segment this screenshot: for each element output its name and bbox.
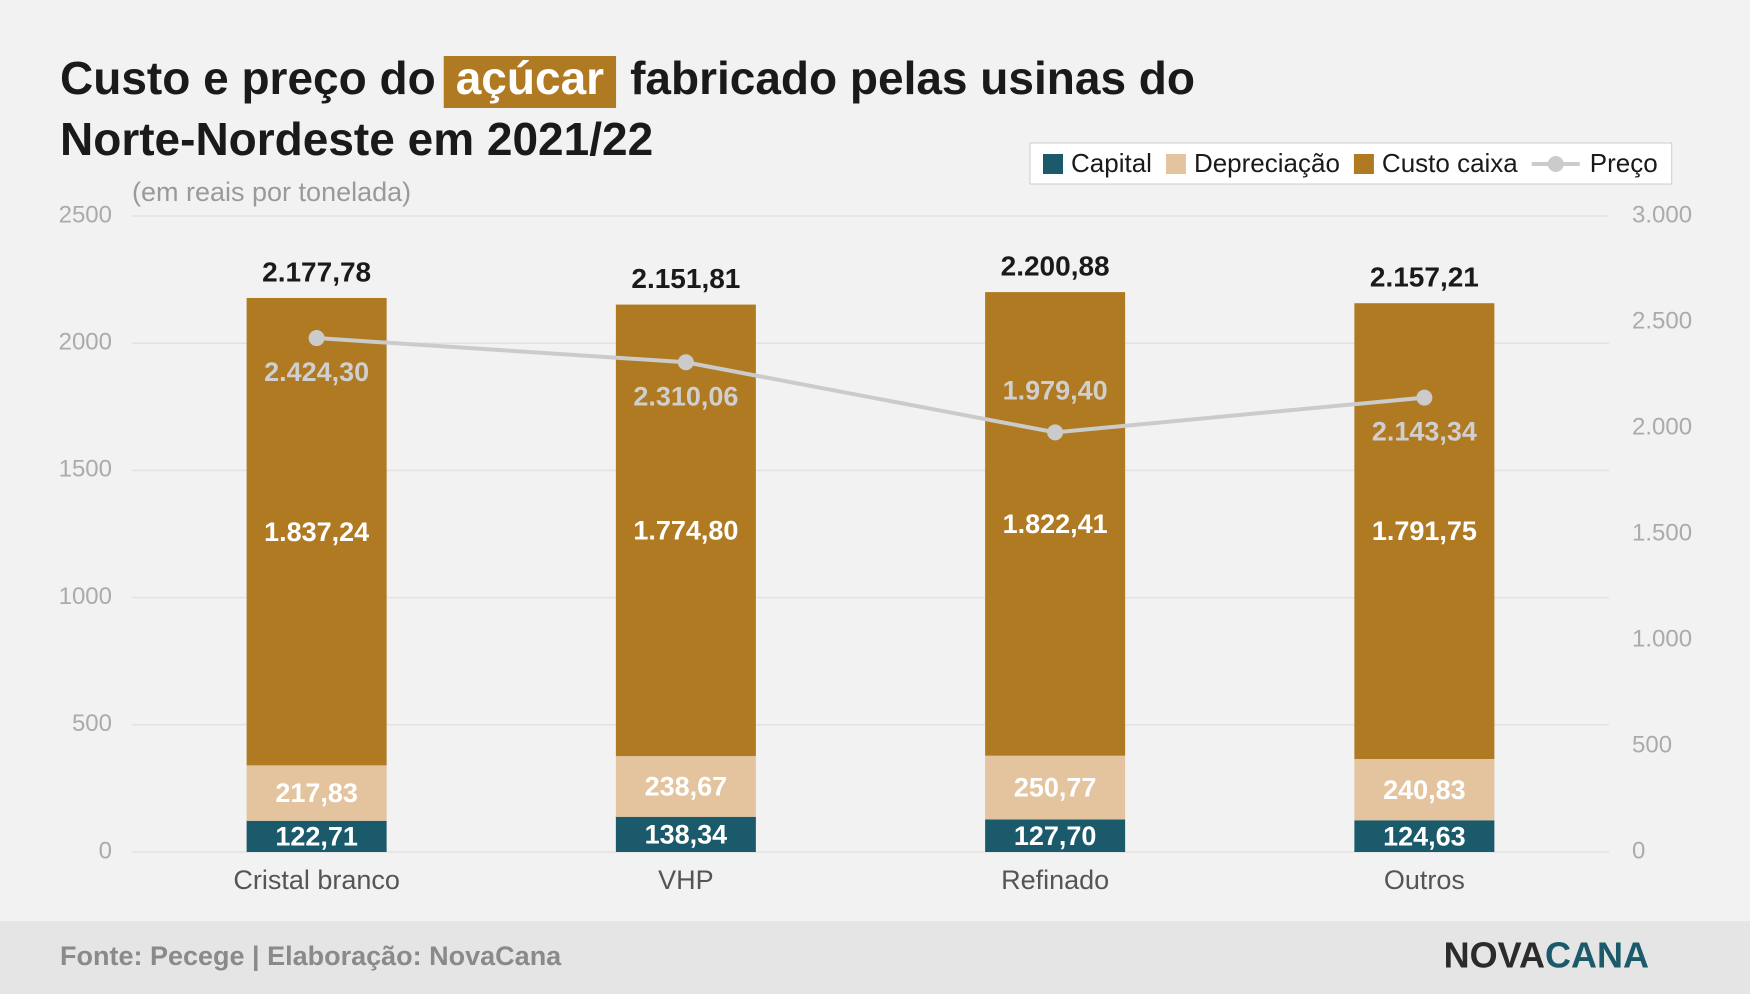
legend-label: Custo caixa <box>1382 148 1518 178</box>
y-tick-label: 2500 <box>59 201 112 228</box>
y2-tick-label: 1.500 <box>1632 519 1692 546</box>
price-point <box>677 354 694 371</box>
total-label: 2.177,78 <box>262 256 371 287</box>
y-tick-label: 1000 <box>59 583 112 610</box>
chart-title: fabricado pelas usinas do <box>630 52 1195 104</box>
chart-title: Custo e preço do <box>60 52 436 104</box>
bar-segment <box>246 765 387 821</box>
price-label: 1.979,40 <box>1003 375 1108 405</box>
bar-segment <box>615 756 756 817</box>
x-tick-label: Cristal branco <box>233 865 400 895</box>
logo: NOVA <box>1444 935 1545 976</box>
bar-segment <box>1354 303 1495 760</box>
data-label: 1.774,80 <box>633 515 738 545</box>
y-tick-label: 0 <box>99 837 112 864</box>
chart-title-highlight: açúcar <box>456 52 604 104</box>
bar-segment <box>1354 820 1495 852</box>
legend-swatch <box>1547 156 1564 172</box>
x-tick-label: VHP <box>658 865 714 895</box>
data-label: 124,63 <box>1383 821 1466 851</box>
source: Fonte: Pecege | Elaboração: NovaCana <box>60 941 562 971</box>
price-point <box>308 330 325 347</box>
bar-segment <box>985 755 1126 820</box>
bar-segment <box>246 297 387 766</box>
y2-tick-label: 500 <box>1632 731 1672 758</box>
legend: Capital Depreciação Custo caixa Preço <box>1029 142 1673 185</box>
y-tick-label: 1500 <box>59 456 112 483</box>
bar-segment <box>615 304 756 757</box>
price-label: 2.424,30 <box>264 357 369 387</box>
y2-tick-label: 2.500 <box>1632 307 1692 334</box>
bar-segment <box>246 820 387 852</box>
legend-label: Preço <box>1590 148 1658 178</box>
price-point <box>1416 389 1433 406</box>
data-label: 240,83 <box>1383 775 1466 805</box>
title-highlight <box>443 56 617 108</box>
total-label: 2.151,81 <box>631 263 740 294</box>
y2-tick-label: 2.000 <box>1632 413 1692 440</box>
y-tick-label: 2000 <box>59 329 112 356</box>
y-tick-label: 500 <box>72 710 112 737</box>
data-label: 238,67 <box>645 772 728 802</box>
total-label: 2.200,88 <box>1001 250 1110 281</box>
data-label: 217,83 <box>275 778 358 808</box>
price-point <box>1047 424 1064 441</box>
data-label: 250,77 <box>1014 773 1097 803</box>
bar-segment <box>1354 759 1495 821</box>
y2-tick-label: 0 <box>1632 837 1645 864</box>
data-label: 138,34 <box>645 820 728 850</box>
footer-band <box>0 921 1750 994</box>
price-label: 2.310,06 <box>633 381 738 411</box>
legend-label: Capital <box>1071 148 1152 178</box>
data-label: 127,70 <box>1014 821 1097 851</box>
logo: CANA <box>1545 935 1649 976</box>
total-label: 2.157,21 <box>1370 262 1479 293</box>
data-label: 122,71 <box>275 822 358 852</box>
bar-segment <box>985 292 1126 756</box>
data-label: 1.791,75 <box>1372 516 1477 546</box>
price-line <box>316 336 1425 435</box>
price-label: 2.143,34 <box>1372 417 1477 447</box>
chart-title: Norte-Nordeste em 2021/22 <box>60 113 653 165</box>
subtitle: (em reais por tonelada) <box>132 177 411 207</box>
bar-segment <box>985 819 1126 852</box>
y2-tick-label: 3.000 <box>1632 201 1692 228</box>
x-tick-label: Refinado <box>1001 865 1109 895</box>
y2-tick-label: 1.000 <box>1632 625 1692 652</box>
data-label: 1.837,24 <box>264 517 369 547</box>
x-tick-label: Outros <box>1384 865 1465 895</box>
legend-swatch <box>1353 154 1374 174</box>
legend-swatch <box>1043 154 1063 174</box>
bar-segment <box>615 816 756 852</box>
legend-label: Depreciação <box>1194 148 1340 178</box>
legend-swatch <box>1165 154 1186 174</box>
data-label: 1.822,41 <box>1003 509 1108 539</box>
